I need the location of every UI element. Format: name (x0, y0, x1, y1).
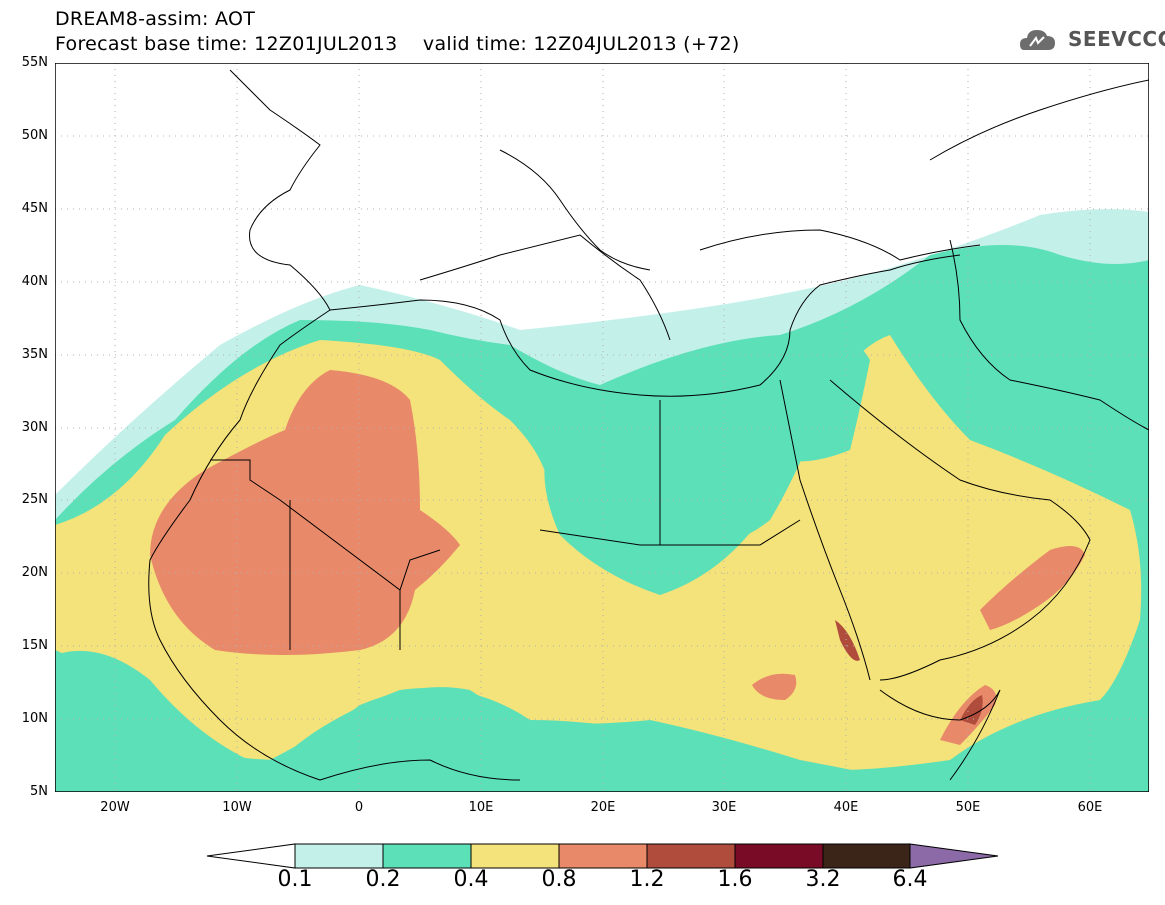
colorbar-label-0-4: 0.4 (453, 867, 489, 892)
colorbar-swatch-4 (558, 843, 648, 869)
lat-label-25n: 25N (21, 492, 48, 507)
graticule (55, 63, 1149, 792)
aot-pocket-gulf-guinea (55, 650, 920, 792)
lat-label-40n: 40N (21, 274, 48, 289)
colorbar-label-0-2: 0.2 (365, 867, 401, 892)
aot-pocket-sahara-east (490, 360, 805, 595)
colorbar-label-1-6: 1.6 (717, 867, 753, 892)
colorbar-swatch-6 (734, 843, 824, 869)
lon-label-40e: 40E (833, 800, 859, 815)
lon-label-20w: 20W (100, 800, 130, 815)
chart-subtitle: Forecast base time: 12Z01JUL2013 valid t… (55, 33, 740, 55)
lon-label-20e: 20E (590, 800, 616, 815)
lat-label-45n: 45N (21, 201, 48, 216)
lat-label-55n: 55N (21, 55, 48, 70)
colorbar-high-arrow (909, 843, 999, 869)
lat-label-20n: 20N (21, 565, 48, 580)
cloud-icon (1020, 30, 1055, 50)
aot-band-0-8 (150, 370, 460, 655)
aot-band-0-8-sudan (752, 673, 797, 700)
colorbar-label-3-2: 3.2 (805, 867, 841, 892)
lat-label-15n: 15N (21, 638, 48, 653)
lon-label-10w: 10W (222, 800, 252, 815)
chart-title: DREAM8-assim: AOT (55, 8, 256, 30)
colorbar-swatch-5 (646, 843, 736, 869)
colorbar-swatch-7 (822, 843, 911, 869)
colorbar-swatch-2 (382, 843, 472, 869)
lat-label-5n: 5N (30, 784, 48, 799)
coastlines (148, 69, 1149, 781)
lat-label-50n: 50N (21, 128, 48, 143)
lon-label-10e: 10E (468, 800, 494, 815)
lat-label-30n: 30N (21, 420, 48, 435)
colorbar-label-6-4: 6.4 (892, 867, 928, 892)
colorbar-label-1-2: 1.2 (629, 867, 665, 892)
lon-label-30e: 30E (711, 800, 737, 815)
colorbar-swatch-3 (470, 843, 560, 869)
aot-pocket-levant (770, 329, 870, 462)
lat-label-35n: 35N (21, 347, 48, 362)
aot-band-1-2-redsea (835, 620, 860, 661)
colorbar (206, 843, 999, 869)
aot-band-0-8-arabia (980, 546, 1085, 630)
logo-text: SEEVCCC (1068, 27, 1165, 51)
colorbar-label-0-8: 0.8 (541, 867, 577, 892)
lat-label-10n: 10N (21, 711, 48, 726)
colorbar-low-arrow (206, 843, 296, 869)
colorbar-swatch-1 (294, 843, 384, 869)
lon-label-60e: 60E (1077, 800, 1103, 815)
lon-label-0: 0 (354, 800, 364, 815)
colorbar-label-0-1: 0.1 (277, 867, 313, 892)
lon-label-50e: 50E (955, 800, 981, 815)
